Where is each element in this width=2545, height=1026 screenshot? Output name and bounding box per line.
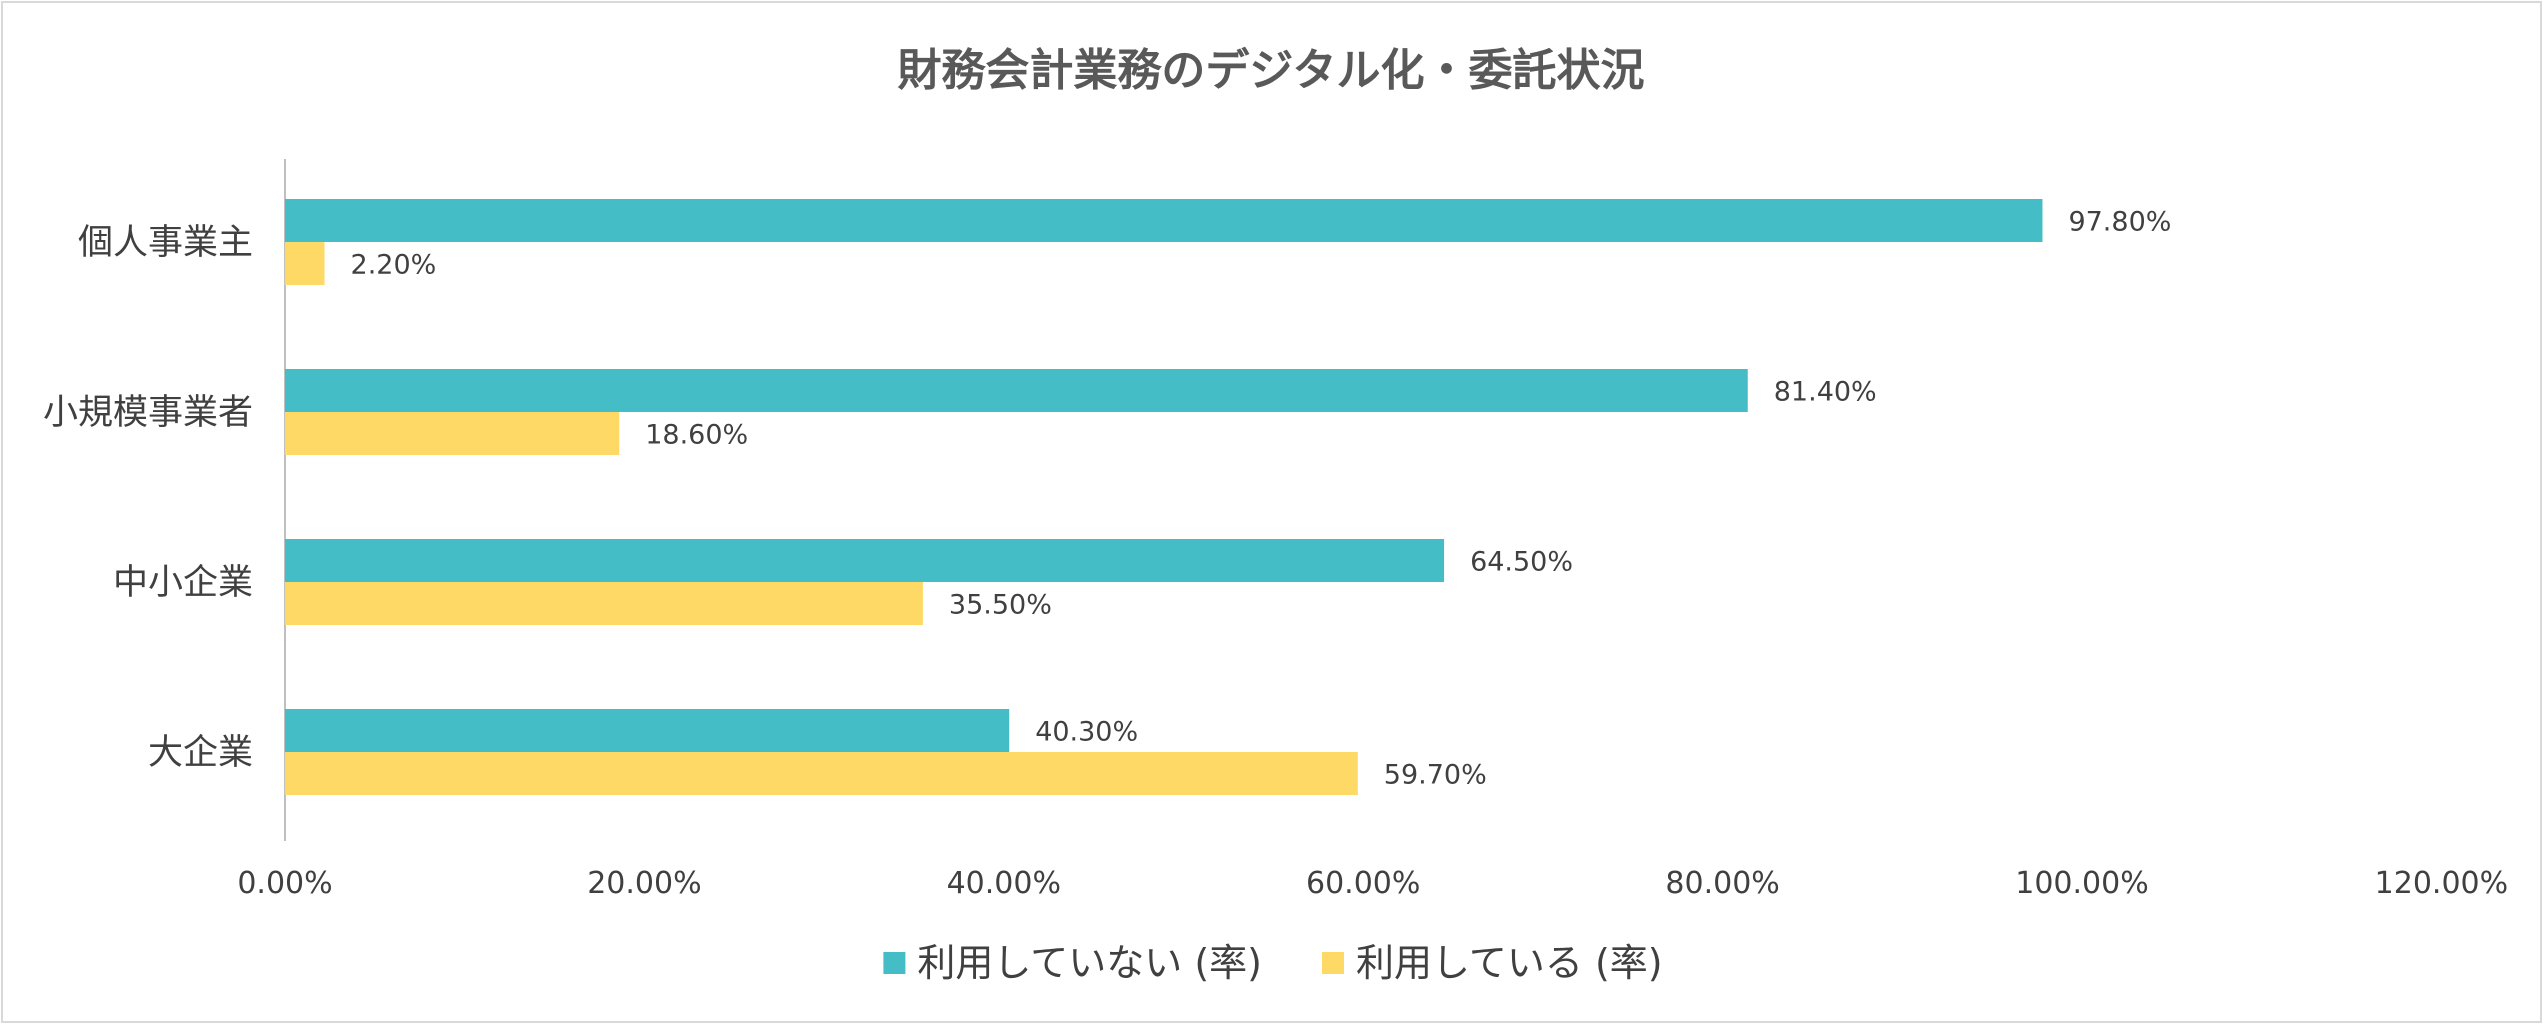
- x-tick-label: 80.00%: [1665, 866, 1779, 901]
- category-label: 大企業: [148, 733, 253, 773]
- data-label: 40.30%: [1035, 717, 1138, 748]
- x-tick-label: 0.00%: [237, 866, 332, 901]
- category-label: 個人事業主: [78, 223, 253, 263]
- data-label: 97.80%: [2068, 207, 2171, 238]
- legend-label: 利用している (率): [1356, 941, 1663, 985]
- chart-svg: 財務会計業務のデジタル化・委託状況 個人事業主 97.80% 2.20% 小規模事業者…: [43, 45, 2508, 985]
- data-label: 59.70%: [1384, 760, 1487, 791]
- legend: 利用していない (率) 利用している (率): [883, 941, 1663, 985]
- legend-swatch-using: [1322, 952, 1344, 974]
- bar-using: [285, 752, 1358, 795]
- data-label: 18.60%: [645, 420, 748, 451]
- bar-not-using: [285, 369, 1748, 412]
- data-label: 35.50%: [949, 590, 1052, 621]
- bar-using: [285, 582, 923, 625]
- bar-not-using: [285, 199, 2043, 242]
- bar-not-using: [285, 709, 1010, 752]
- legend-label: 利用していない (率): [917, 941, 1262, 985]
- category-label: 小規模事業者: [43, 393, 253, 433]
- chart-title: 財務会計業務のデジタル化・委託状況: [897, 45, 1644, 96]
- x-tick-label: 120.00%: [2375, 866, 2508, 901]
- x-tick-label: 20.00%: [587, 866, 701, 901]
- data-label: 2.20%: [351, 250, 437, 281]
- x-tick-label: 100.00%: [2015, 866, 2148, 901]
- legend-swatch-not-using: [883, 952, 906, 974]
- plot-area: 個人事業主 97.80% 2.20% 小規模事業者 81.40% 18.60% 中小企業 64…: [43, 159, 2508, 901]
- x-tick-label: 40.00%: [947, 866, 1061, 901]
- data-label: 64.50%: [1470, 547, 1573, 578]
- x-tick-label: 60.00%: [1306, 866, 1420, 901]
- bar-using: [285, 412, 620, 455]
- bar-not-using: [285, 539, 1445, 582]
- data-label: 81.40%: [1774, 377, 1877, 408]
- bar-using: [285, 242, 325, 285]
- category-label: 中小企業: [113, 563, 253, 603]
